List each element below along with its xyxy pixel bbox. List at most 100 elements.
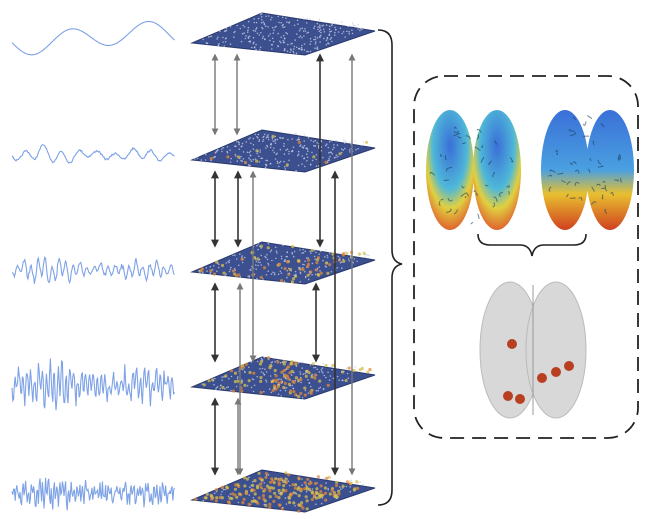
plane-dot: [361, 27, 363, 29]
plane-dot: [349, 151, 351, 153]
plane-dot: [284, 389, 287, 392]
plane-dot: [224, 274, 226, 277]
sulcus: [587, 168, 591, 173]
plane-dot: [282, 34, 285, 37]
plane-dot: [262, 139, 265, 141]
plane-dot: [348, 149, 351, 151]
plane-dot: [253, 479, 257, 483]
plane-dot: [331, 148, 334, 151]
plane-dot: [281, 137, 284, 139]
plane-dot: [281, 488, 285, 492]
plane-dot: [249, 268, 251, 271]
plane-dot: [297, 150, 300, 153]
plane-dot: [331, 368, 334, 371]
plane-dot: [295, 170, 297, 172]
plane-dot: [213, 492, 216, 495]
plane-dot: [274, 138, 277, 141]
plane-dot: [366, 370, 370, 374]
plane-dot: [215, 260, 219, 264]
plane-dot: [298, 47, 300, 50]
plane-dot: [235, 258, 238, 260]
plane-dot: [268, 495, 272, 499]
plane-dot: [229, 43, 232, 45]
sulcus: [440, 154, 443, 157]
plane-dot: [274, 142, 277, 144]
plane-dot: [305, 491, 308, 493]
plane-dot: [239, 253, 241, 255]
plane-dot: [291, 483, 295, 487]
plane-dot: [268, 366, 272, 370]
plane-dot: [299, 504, 303, 508]
plane-dot: [354, 140, 357, 142]
plane-dot: [331, 153, 334, 155]
plane-dot: [278, 378, 280, 380]
sulcus: [619, 155, 622, 160]
plane-dot: [288, 267, 292, 271]
plane-dot: [277, 477, 280, 480]
plane-dot: [329, 30, 331, 33]
sulcus: [601, 184, 607, 190]
plane-dot: [314, 258, 317, 261]
plane-dot: [207, 36, 210, 38]
plane-dot: [229, 149, 231, 151]
plane-dot: [234, 30, 236, 33]
plane-dot: [247, 26, 250, 29]
plane-dot: [305, 370, 307, 373]
plane-dot: [352, 25, 355, 27]
plane-dot: [279, 40, 281, 43]
plane-dot: [283, 260, 286, 262]
plane-dot: [345, 367, 348, 370]
plane-dot: [248, 494, 251, 496]
plane-dot: [302, 30, 305, 32]
plane-dot: [302, 146, 305, 149]
plane-dot: [202, 38, 204, 41]
plane-dot: [229, 493, 232, 495]
plane-dot: [216, 270, 218, 273]
plane-dot: [241, 261, 244, 264]
plane-dot: [360, 366, 364, 370]
plane-dot: [344, 147, 346, 150]
plane-dot: [322, 372, 324, 374]
plane-dot: [346, 372, 349, 375]
plane-dot: [263, 503, 266, 506]
plane-dot: [303, 487, 307, 491]
plane-dot: [310, 252, 312, 254]
plane-dot: [323, 31, 326, 33]
planes: [190, 12, 376, 513]
plane-dot: [261, 26, 263, 29]
plane-dot: [273, 368, 277, 373]
plane-dot: [311, 151, 313, 154]
plane-dot: [242, 151, 245, 153]
plane-dot: [326, 254, 328, 257]
sulcus: [586, 115, 592, 120]
plane-dot: [226, 146, 229, 148]
sulcus: [492, 172, 496, 178]
plane-dot: [233, 371, 238, 375]
waveform: [11, 255, 175, 285]
plane-dot: [248, 476, 250, 479]
plane-dot: [274, 477, 278, 481]
plane-dot: [319, 490, 323, 494]
plane-dot: [216, 149, 219, 152]
plane-dot: [275, 250, 278, 252]
plane-dot: [263, 22, 266, 25]
plane-dot: [297, 509, 301, 513]
plane-dot: [333, 494, 337, 498]
plane-dot: [267, 134, 269, 136]
plane-dot: [268, 480, 273, 484]
plane-dot: [256, 257, 260, 261]
plane-dot: [365, 140, 369, 144]
plane-dot: [277, 273, 280, 276]
plane-dot: [356, 486, 360, 490]
sulcus: [614, 179, 619, 182]
plane-dot: [328, 25, 331, 28]
plane-dot: [277, 383, 280, 386]
plane-dot: [283, 373, 285, 375]
plane-dot: [309, 18, 311, 21]
sulcus: [589, 157, 592, 162]
plane-dot: [317, 273, 321, 277]
plane-dot: [283, 26, 286, 28]
plane-dot: [309, 364, 312, 366]
plane-dot: [265, 15, 267, 17]
plane-dot: [228, 261, 230, 264]
